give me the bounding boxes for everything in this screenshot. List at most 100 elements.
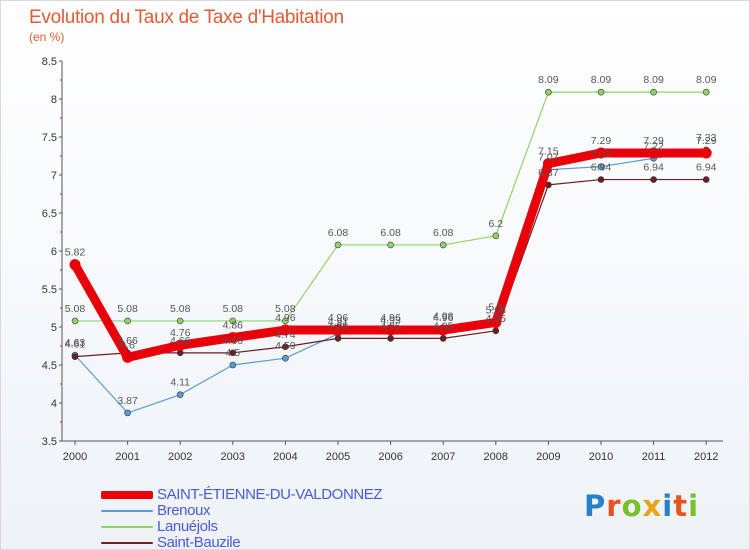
data-label: 4.96	[433, 312, 454, 324]
legend-swatch	[101, 542, 153, 544]
y-tick-label: 5	[51, 322, 57, 334]
brand-letter: P	[584, 489, 607, 523]
data-label: 5.08	[170, 303, 191, 315]
data-label: 4.96	[328, 312, 349, 324]
data-label: 6.08	[328, 227, 349, 239]
x-tick-label: 2010	[589, 451, 613, 463]
y-tick-label: 8	[51, 94, 57, 106]
data-point	[124, 409, 131, 417]
data-point	[124, 317, 131, 325]
data-label: 4.85	[380, 320, 401, 332]
x-tick-label: 2006	[378, 451, 402, 463]
data-label: 4.59	[275, 340, 296, 352]
data-label: 4.66	[170, 335, 191, 347]
legend: SAINT-ÉTIENNE-DU-VALDONNEZ Brenoux Lanuéjo…	[101, 486, 383, 550]
data-point	[702, 176, 710, 183]
legend-label: Brenoux	[157, 502, 211, 519]
y-tick-label: 6	[51, 246, 57, 258]
data-label: 8.09	[643, 74, 664, 86]
data-point	[227, 332, 239, 344]
data-point	[439, 335, 447, 342]
data-point	[648, 147, 660, 159]
data-label: 6.94	[696, 162, 717, 174]
data-point	[69, 259, 81, 271]
data-label: 7.07	[538, 152, 559, 164]
data-label: 6.94	[643, 162, 664, 174]
data-label: 5.08	[117, 303, 138, 315]
data-label: 5.82	[65, 247, 86, 259]
data-label: 8.09	[696, 74, 717, 86]
brand-logo: Proxiti	[584, 489, 699, 523]
data-point	[597, 176, 605, 183]
data-point	[334, 335, 342, 342]
data-point	[334, 241, 342, 249]
data-label: 4.85	[328, 320, 349, 332]
data-point	[71, 317, 79, 325]
legend-swatch	[101, 491, 153, 499]
data-label: 4.91	[328, 316, 349, 328]
data-point	[387, 241, 394, 249]
data-label: 4.63	[65, 337, 86, 349]
data-label: 5.08	[275, 303, 296, 315]
chart-title: Evolution du Taux de Taxe d'Habitation	[29, 7, 344, 28]
x-tick-label: 2007	[431, 451, 455, 463]
legend-item: Brenoux	[101, 503, 382, 519]
data-point	[174, 339, 186, 351]
legend-item: Lanuéjols	[101, 519, 382, 535]
chart-unit: (en %)	[29, 30, 65, 44]
legend-item: SAINT-ÉTIENNE-DU-VALDONNEZ	[101, 486, 383, 503]
x-tick-label: 2001	[115, 451, 139, 463]
data-label: 8.09	[591, 74, 612, 86]
y-tick-label: 6.5	[42, 208, 57, 220]
data-point	[282, 317, 289, 325]
data-point	[437, 324, 449, 336]
data-point	[597, 88, 605, 96]
data-label: 4.85	[433, 320, 454, 332]
data-point	[282, 343, 289, 351]
legend-label: Saint-Bauzile	[157, 534, 241, 550]
data-point	[595, 147, 607, 159]
data-point	[229, 361, 237, 369]
x-tick-label: 2003	[221, 451, 245, 463]
brand-letter: r	[606, 489, 622, 523]
data-point	[282, 354, 289, 362]
x-tick-label: 2009	[536, 451, 560, 463]
legend-swatch	[101, 510, 153, 512]
data-label: 4.5	[225, 347, 240, 359]
data-label: 4.11	[170, 377, 190, 389]
data-point	[650, 176, 657, 183]
chart-axes: 3.5 4 4.5 5 5.5 6 6.5 7 7.5 8 8.5 2000 2001 2002 2003 2…	[42, 56, 723, 463]
x-tick-label: 2011	[642, 451, 666, 463]
data-label: 4.86	[223, 320, 244, 332]
data-label: 4.66	[223, 335, 244, 347]
y-tick-label: 7	[51, 170, 57, 182]
brand-letter: i	[662, 489, 674, 523]
data-point	[332, 324, 344, 336]
data-label: 6.87	[538, 167, 559, 179]
data-label: 7.33	[696, 132, 717, 144]
data-point	[650, 88, 657, 96]
legend-swatch	[101, 526, 153, 528]
data-label: 4.98	[433, 311, 454, 323]
y-tick-label: 5.5	[42, 284, 57, 296]
data-label: 5.08	[223, 303, 244, 315]
data-point	[545, 88, 552, 96]
y-tick-label: 3.5	[42, 436, 57, 448]
data-label: 4.96	[380, 312, 401, 324]
data-point	[176, 317, 184, 325]
data-point	[71, 353, 79, 360]
data-label: 7.11	[591, 149, 611, 161]
data-point	[229, 349, 237, 357]
brand-letter: i	[688, 489, 700, 523]
data-label: 4.6	[120, 339, 135, 351]
data-point	[702, 88, 710, 96]
data-label: 5.06	[486, 304, 507, 316]
data-label: 4.96	[275, 312, 296, 324]
legend-label: SAINT-ÉTIENNE-DU-VALDONNEZ	[157, 486, 383, 503]
y-tick-label: 4.5	[42, 360, 57, 372]
brand-letter: t	[673, 489, 689, 523]
y-tick-label: 4	[51, 398, 57, 410]
data-label: 4.61	[65, 339, 86, 351]
